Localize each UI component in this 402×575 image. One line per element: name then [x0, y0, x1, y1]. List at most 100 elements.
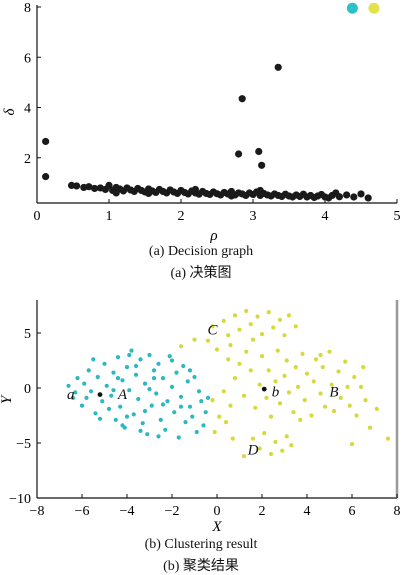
data-point	[42, 173, 50, 181]
x-tick-label: 2	[178, 209, 185, 224]
yellow-point	[273, 379, 278, 384]
clustering-y-ticks: −10 −5 0 5	[9, 327, 41, 507]
x-tick-label: 8	[394, 504, 401, 519]
x-tick-label: 5	[394, 209, 401, 224]
cyan-point	[147, 387, 152, 392]
yellow-point	[268, 451, 274, 457]
cyan-point	[187, 368, 193, 373]
cluster-label: b	[272, 384, 280, 400]
cyan-point	[102, 361, 107, 366]
cyan-point	[156, 361, 161, 366]
yellow-point	[318, 352, 323, 358]
cyan-point	[138, 428, 143, 433]
decision-graph-x-ticks: 0 1 2 3 4 5	[34, 199, 401, 224]
yellow-point	[352, 374, 357, 380]
cyan-point	[147, 352, 152, 358]
yellow-point	[347, 403, 352, 408]
cyan-point	[199, 399, 204, 404]
cyan-point	[120, 378, 125, 383]
yellow-point	[241, 393, 247, 398]
yellow-point	[268, 414, 274, 419]
data-point	[42, 137, 50, 146]
x-tick-label: 4	[304, 504, 311, 519]
yellow-point	[262, 431, 267, 436]
data-point	[357, 190, 365, 198]
clustering-x-label: X	[211, 519, 222, 535]
cyan-point	[169, 358, 175, 363]
yellow-point	[313, 357, 319, 362]
yellow-point	[205, 338, 211, 343]
yellow-point	[237, 361, 242, 366]
cyan-point	[84, 395, 89, 400]
data-point	[256, 186, 264, 195]
cyan-point	[93, 411, 98, 416]
yellow-point	[237, 327, 242, 332]
x-tick-label: 4	[322, 209, 329, 224]
yellow-point	[320, 365, 325, 370]
cluster-label: a	[67, 387, 75, 403]
yellow-point	[300, 351, 305, 356]
yellow-point	[214, 347, 220, 352]
x-tick-label: 0	[214, 504, 221, 519]
yellow-point	[322, 404, 328, 409]
cyan-point	[203, 410, 208, 415]
yellow-point	[311, 379, 316, 384]
data-point	[73, 182, 81, 190]
yellow-point	[244, 308, 249, 314]
cyan-point	[113, 417, 118, 422]
cyan-point	[178, 404, 184, 409]
clustering-points	[66, 308, 391, 459]
yellow-point	[221, 389, 226, 394]
data-point	[235, 150, 243, 158]
cyan-point	[178, 394, 184, 399]
cyan-point	[66, 383, 71, 388]
yellow-point	[250, 337, 256, 342]
data-point	[145, 189, 153, 198]
cyan-point	[142, 409, 148, 414]
cyan-point	[124, 365, 130, 370]
yellow-point	[309, 413, 314, 418]
cyan-point	[149, 403, 154, 408]
yellow-point	[257, 382, 262, 387]
yellow-point	[192, 337, 197, 342]
yellow-point	[327, 349, 332, 354]
cyan-point	[169, 384, 175, 389]
cluster-center-point	[261, 386, 267, 392]
yellow-point	[248, 322, 253, 327]
yellow-point	[280, 448, 285, 453]
cyan-point	[160, 376, 166, 381]
y-tick-label: 6	[24, 51, 31, 66]
x-tick-label: −4	[120, 504, 135, 519]
cyan-point	[160, 402, 166, 407]
yellow-point	[345, 384, 350, 389]
cyan-point	[158, 417, 163, 422]
yellow-point	[293, 324, 298, 329]
cyan-point	[104, 383, 109, 388]
y-tick-label: −5	[16, 437, 31, 452]
cyan-point	[115, 376, 121, 381]
yellow-point	[289, 443, 294, 448]
yellow-point	[282, 333, 287, 338]
x-tick-label: 0	[34, 209, 41, 224]
yellow-point	[295, 384, 301, 389]
x-tick-label: 6	[349, 504, 356, 519]
data-point	[343, 191, 351, 199]
yellow-point	[284, 434, 289, 439]
x-tick-label: −6	[75, 504, 90, 519]
yellow-point	[266, 368, 271, 373]
cyan-point	[192, 374, 197, 380]
decision-graph-frame	[36, 5, 397, 204]
yellow-point	[228, 403, 233, 408]
data-point	[85, 183, 93, 191]
clustering-y-label: Y	[0, 394, 15, 404]
yellow-point	[286, 313, 292, 318]
cyan-point	[142, 381, 148, 386]
yellow-point	[338, 395, 343, 400]
yellow-point	[318, 391, 323, 396]
data-point	[364, 194, 372, 202]
cyan-point	[106, 406, 112, 411]
yellow-point	[275, 348, 280, 353]
yellow-point	[273, 439, 278, 444]
yellow-point	[354, 413, 359, 418]
